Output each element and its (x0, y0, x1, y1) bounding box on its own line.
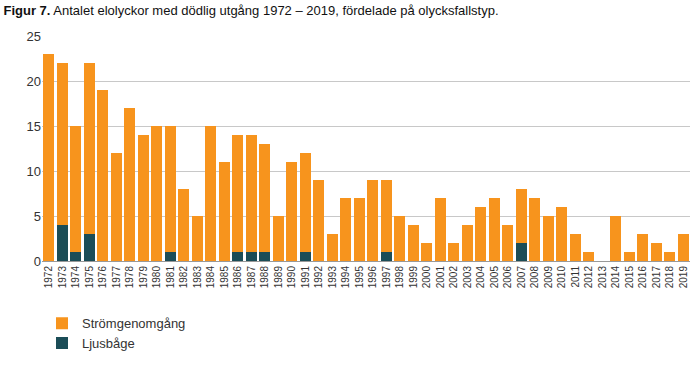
svg-text:1999: 1999 (408, 266, 419, 289)
svg-text:Ljusbåge: Ljusbåge (82, 336, 135, 351)
svg-text:2012: 2012 (583, 266, 594, 289)
svg-text:2013: 2013 (597, 266, 608, 289)
svg-text:2019: 2019 (678, 266, 689, 289)
svg-text:1998: 1998 (394, 266, 405, 289)
svg-text:5: 5 (34, 209, 41, 224)
svg-text:2016: 2016 (637, 266, 648, 289)
svg-text:1977: 1977 (111, 266, 122, 289)
svg-text:2015: 2015 (624, 266, 635, 289)
svg-text:Strömgenomgång: Strömgenomgång (82, 316, 185, 331)
svg-text:1973: 1973 (57, 266, 68, 289)
svg-text:0: 0 (34, 254, 41, 269)
svg-text:2000: 2000 (421, 266, 432, 289)
svg-text:1982: 1982 (178, 266, 189, 289)
svg-text:15: 15 (27, 119, 41, 134)
svg-text:1981: 1981 (165, 266, 176, 289)
svg-text:1985: 1985 (219, 266, 230, 289)
svg-text:2004: 2004 (475, 266, 486, 289)
svg-text:2011: 2011 (570, 266, 581, 288)
svg-text:2001: 2001 (435, 266, 446, 289)
svg-text:1984: 1984 (205, 266, 216, 289)
svg-text:2018: 2018 (664, 266, 675, 289)
svg-text:2017: 2017 (651, 266, 662, 289)
svg-text:20: 20 (27, 74, 41, 89)
svg-text:2007: 2007 (516, 266, 527, 289)
svg-text:1974: 1974 (70, 266, 81, 289)
svg-text:1980: 1980 (151, 266, 162, 289)
svg-text:1989: 1989 (273, 266, 284, 289)
svg-text:1988: 1988 (259, 266, 270, 289)
svg-text:1979: 1979 (138, 266, 149, 289)
svg-text:1993: 1993 (327, 266, 338, 289)
svg-text:1986: 1986 (232, 266, 243, 289)
svg-text:2002: 2002 (448, 266, 459, 289)
svg-text:1972: 1972 (43, 266, 54, 289)
svg-text:1996: 1996 (367, 266, 378, 289)
svg-text:1975: 1975 (84, 266, 95, 289)
svg-text:2003: 2003 (462, 266, 473, 289)
svg-text:10: 10 (27, 164, 41, 179)
svg-text:1997: 1997 (381, 266, 392, 289)
svg-text:1978: 1978 (124, 266, 135, 289)
svg-text:2009: 2009 (543, 266, 554, 289)
svg-text:1987: 1987 (246, 266, 257, 289)
svg-text:2006: 2006 (502, 266, 513, 289)
svg-text:2005: 2005 (489, 266, 500, 289)
svg-text:1976: 1976 (97, 266, 108, 289)
svg-text:2008: 2008 (529, 266, 540, 289)
svg-text:2010: 2010 (556, 266, 567, 289)
svg-text:Figur 7. Antalet elolyckor med: Figur 7. Antalet elolyckor med dödlig ut… (4, 3, 499, 18)
svg-text:25: 25 (27, 29, 41, 44)
svg-text:1990: 1990 (286, 266, 297, 289)
svg-text:1983: 1983 (192, 266, 203, 289)
svg-text:1994: 1994 (340, 266, 351, 289)
svg-text:1992: 1992 (313, 266, 324, 289)
svg-text:1995: 1995 (354, 266, 365, 289)
svg-text:1991: 1991 (300, 266, 311, 289)
svg-text:2014: 2014 (610, 266, 621, 289)
